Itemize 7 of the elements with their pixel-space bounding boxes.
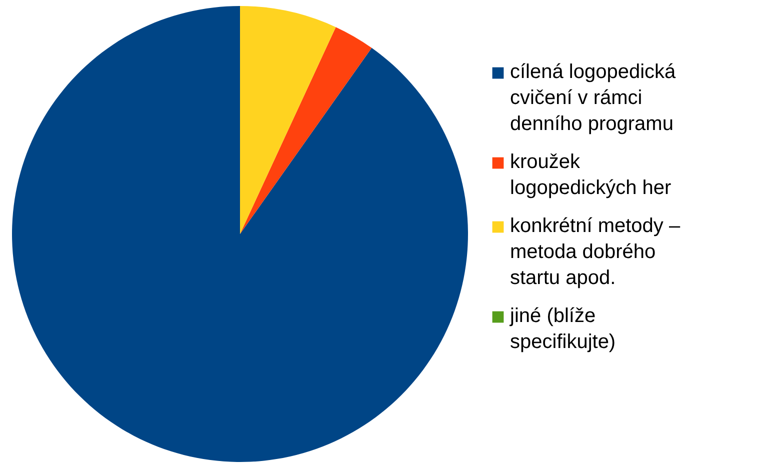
pie-slice: [12, 6, 468, 462]
legend-label: jiné (blíže specifikujte): [509, 305, 616, 353]
pie-slice: [240, 27, 372, 234]
legend-label: kroužek logopedických her: [510, 151, 672, 199]
legend-label: cílená logopedická cvičení v rámci denního programu: [510, 61, 677, 135]
pie-slice: [240, 6, 336, 234]
legend-label: konkrétní metody – metoda dobrého startu apod.: [510, 215, 681, 289]
